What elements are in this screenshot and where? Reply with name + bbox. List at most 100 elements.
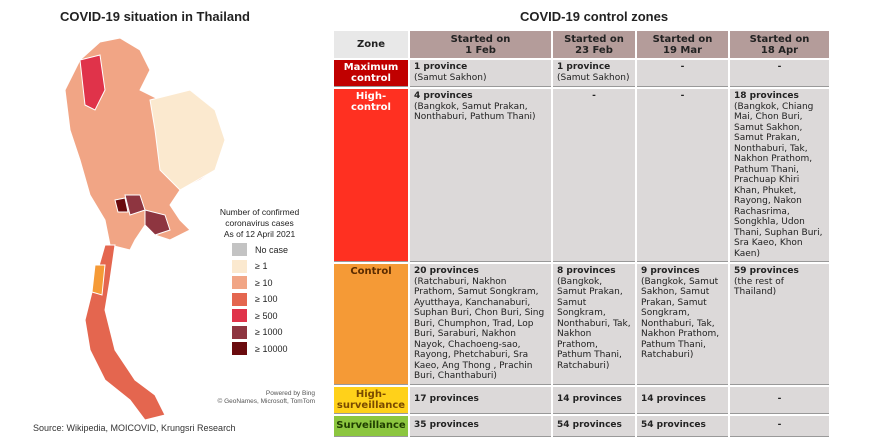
zone-cell: - [553,89,635,262]
legend-swatch [232,325,247,339]
zone-cell: - [730,386,829,414]
bing-credit: Powered by Bing [265,390,315,397]
column-header: Started on 19 Mar [637,31,728,58]
zone-cell: 18 provinces (Bangkok, Chiang Mai, Chon B… [730,89,829,262]
source-note: Source: Wikipedia, MOICOVID, Krungsri Re… [33,423,236,433]
zone-cell: 17 provinces [410,386,551,414]
table-row: High-surveillance 17 provinces 14 province… [334,386,829,414]
zone-cell: 1 province (Samut Sakhon) [410,60,551,87]
legend-item: ≥ 1 [232,259,268,273]
province-count: 17 provinces [414,394,479,405]
legend-swatch [232,276,247,289]
legend-swatch [232,259,247,273]
legend-label: ≥ 100 [255,294,278,304]
zone-cell: 20 provinces (Ratchaburi, Nakhon Prathom,… [410,264,551,385]
control-zones-table: Zone Started on 1 Feb Started on 23 Feb Sta… [332,29,831,439]
map-northeast [149,89,226,191]
legend-label: ≥ 10 [255,277,273,288]
legend-swatch [232,243,247,256]
zone-cell: 54 provinces [553,415,635,437]
province-list: (the rest of Thailand) [734,276,784,298]
province-list: (Ratchaburi, Nakhon Prathom, Samut Songk… [414,276,545,382]
map-south [84,244,166,421]
map-tak [79,54,106,111]
province-count: - [592,91,596,101]
province-count: - [777,394,782,405]
zone-cell: 4 provinces (Bangkok, Samut Prakan, Nonth… [410,89,551,262]
geonames-credit: © GeoNames, Microsoft, TomTom [217,398,316,405]
province-count: 18 provinces [734,91,799,101]
zone-cell: - [637,89,728,262]
legend-item: ≥ 500 [232,309,277,322]
legend-label: ≥ 1000 [255,327,283,337]
province-count: - [680,62,685,72]
province-list: (Bangkok, Samut Prakan, Samut Songkram, … [557,276,631,371]
map-east [144,209,171,236]
province-list: (Bangkok, Samut Prakan, Nonthaburi, Path… [414,101,536,123]
legend-title-line: coronavirus cases [225,218,294,228]
legend-label: ≥ 10000 [255,343,288,354]
province-count: 1 province [414,62,468,72]
zone-label: High-control [334,89,408,262]
zone-cell: 59 provinces (the rest of Thailand) [730,264,829,385]
zone-label: High-surveillance [334,386,408,414]
column-header: Started on 18 Apr [730,31,829,58]
legend-item: ≥ 10000 [232,342,287,355]
province-list: (Samut Sakhon) [557,72,630,83]
province-count: 1 province [557,62,611,72]
column-header: Started on 1 Feb [410,31,551,58]
thailand-map [64,37,226,421]
zone-cell: 14 provinces [553,386,635,414]
zone-label: Surveillance [334,415,408,437]
province-count: 59 provinces [734,266,799,276]
province-count: 54 provinces [641,420,706,431]
zone-cell: 9 provinces (Bangkok, Samut Sakhon, Samut… [637,264,728,385]
zone-cell: 1 province (Samut Sakhon) [553,60,635,87]
province-count: - [777,420,782,431]
map-ranong [91,264,106,296]
legend-swatch [232,342,247,355]
province-count: 9 provinces [641,266,700,276]
table-row: High-control 4 provinces (Bangkok, Samut P… [334,89,829,262]
province-count: 54 provinces [557,420,622,431]
table-header-row: Zone Started on 1 Feb Started on 23 Feb Sta… [334,31,829,58]
zone-cell: 35 provinces [410,415,551,437]
legend-title-line: As of 12 April 2021 [223,229,296,239]
map-samut-sakhon [114,197,129,213]
zone-cell: 14 provinces [637,386,728,414]
province-count: 14 provinces [557,394,622,405]
zone-cell: 8 provinces (Bangkok, Samut Prakan, Samut… [553,264,635,385]
legend-title: Number of confirmed coronavirus cases As… [212,207,307,240]
zone-cell: 54 provinces [637,415,728,437]
province-count: 20 provinces [414,266,479,276]
legend-label: No case [255,244,289,255]
province-list: (Bangkok, Chiang Mai, Chon Buri, Samut S… [734,101,823,259]
province-count: 35 provinces [414,420,479,431]
province-count: 8 provinces [557,266,616,276]
legend-item: ≥ 1000 [232,325,283,339]
legend-item: ≥ 100 [232,292,278,306]
column-header: Started on 23 Feb [553,31,635,58]
province-count: 4 provinces [414,91,473,101]
legend-item: No case [232,243,288,256]
map-title: COVID-19 situation in Thailand [60,9,250,24]
province-count: - [777,62,782,72]
zone-cell: - [637,60,728,87]
legend-swatch [232,292,247,306]
map-credit: Powered by Bing © GeoNames, Microsoft, T… [200,390,316,406]
legend-swatch [232,309,247,322]
legend-label: ≥ 1 [255,261,268,271]
zone-label: Control [334,264,408,385]
legend-item: ≥ 10 [232,276,272,289]
province-list: (Samut Sakhon) [414,72,487,83]
column-header: Zone [334,31,408,58]
table-row: Surveillance 35 provinces 54 provinces 54 p… [334,415,829,437]
zone-cell: - [730,415,829,437]
zone-label: Maximum control [334,60,408,87]
province-count: 14 provinces [641,394,706,405]
table-row: Control 20 provinces (Ratchaburi, Nakhon P… [334,264,829,385]
table-title: COVID-19 control zones [520,9,669,24]
legend-label: ≥ 500 [255,310,278,321]
zone-cell: - [730,60,829,87]
province-list: (Bangkok, Samut Sakhon, Samut Prakan, Sa… [641,276,720,361]
